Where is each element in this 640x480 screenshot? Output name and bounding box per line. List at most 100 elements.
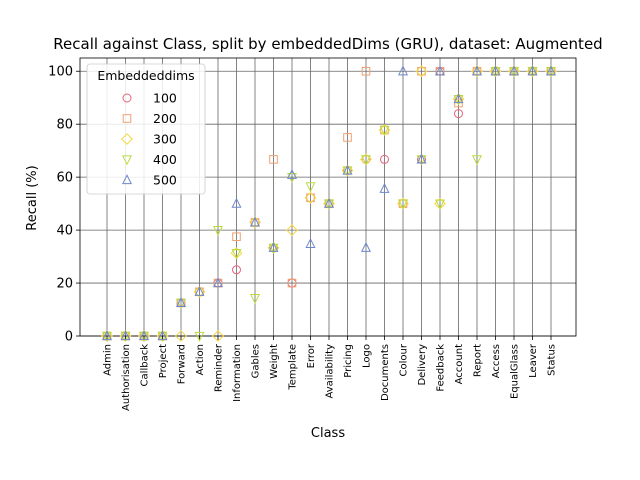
data-point-400 — [471, 155, 483, 166]
data-point-300 — [175, 330, 187, 342]
legend-label-400: 400 — [153, 152, 177, 167]
x-tick-label: Information — [232, 344, 243, 402]
data-point-100 — [380, 154, 389, 164]
data-point-500 — [120, 330, 131, 341]
legend-label-200: 200 — [153, 111, 177, 126]
y-tick-label: 100 — [48, 65, 73, 80]
data-point-300 — [193, 285, 206, 298]
data-point-500 — [453, 93, 464, 104]
x-tick-label: Report — [473, 344, 484, 377]
data-point-400 — [545, 67, 557, 78]
legend-label-300: 300 — [153, 132, 177, 147]
data-point-500 — [175, 296, 187, 308]
data-point-500 — [416, 153, 427, 164]
data-point-500 — [101, 330, 113, 341]
data-point-500 — [527, 65, 538, 76]
data-point-400 — [379, 125, 390, 136]
data-point-400 — [194, 331, 205, 342]
x-tick-label: Logo — [362, 344, 373, 368]
data-point-500 — [194, 285, 205, 296]
data-point-300 — [471, 65, 483, 78]
x-tick-label: Status — [547, 344, 558, 376]
data-point-400 — [397, 199, 409, 210]
x-tick-label: Delivery — [417, 344, 428, 386]
x-tick-label: Authorisation — [121, 344, 132, 411]
data-point-200 — [343, 133, 352, 142]
data-point-400 — [175, 298, 187, 309]
legend-label-500: 500 — [153, 173, 177, 188]
legend-marker-400 — [121, 155, 133, 166]
data-point-400 — [342, 166, 353, 177]
data-point-300 — [249, 216, 261, 229]
x-tick-label: Project — [158, 344, 169, 378]
data-point-200 — [232, 232, 241, 242]
data-point-400 — [360, 155, 372, 166]
data-point-400 — [231, 249, 242, 260]
chart-title: Recall against Class, split by embeddedD… — [53, 35, 602, 53]
data-point-500 — [360, 241, 372, 252]
data-point-100 — [454, 109, 463, 119]
x-tick-label: Pricing — [343, 344, 354, 378]
legend-box — [86, 63, 206, 195]
data-point-500 — [434, 65, 446, 76]
y-axis-label: Recall (%) — [25, 165, 40, 230]
x-tick-label: Leaver — [528, 343, 539, 378]
data-point-400 — [286, 173, 298, 184]
x-tick-label: Feedback — [436, 344, 447, 392]
legend-label-100: 100 — [153, 91, 177, 106]
x-tick-label: Error — [306, 343, 317, 368]
data-point-100 — [232, 265, 241, 275]
x-tick-label: Gables — [251, 344, 262, 378]
y-tick-label: 20 — [56, 277, 73, 292]
data-point-300 — [286, 224, 298, 237]
data-point-400 — [212, 225, 224, 237]
x-tick-label: Callback — [140, 344, 151, 387]
y-tick-label: 80 — [56, 118, 73, 133]
data-point-400 — [249, 294, 261, 305]
legend-marker-100 — [122, 93, 132, 103]
data-point-300 — [212, 330, 224, 342]
legend-marker-500 — [121, 174, 133, 185]
data-point-400 — [323, 199, 335, 210]
data-point-500 — [268, 241, 279, 252]
data-point-500 — [212, 277, 224, 288]
data-point-500 — [379, 182, 390, 193]
y-tick-label: 0 — [65, 330, 73, 345]
x-tick-label: Action — [195, 344, 206, 375]
data-point-500 — [545, 65, 557, 76]
x-tick-label: Account — [454, 344, 465, 384]
data-point-500 — [471, 65, 483, 76]
data-point-300 — [304, 191, 317, 204]
data-point-400 — [120, 331, 131, 342]
x-tick-label: Admin — [103, 344, 114, 376]
data-point-400 — [138, 331, 150, 342]
x-tick-label: Access — [491, 344, 502, 378]
legend-title: Embeddeddims — [97, 68, 194, 83]
data-point-400 — [453, 94, 464, 105]
x-tick-label: Weight — [269, 344, 280, 379]
x-tick-label: Reminder — [214, 343, 225, 392]
data-point-400 — [508, 67, 520, 78]
x-tick-label: Documents — [380, 344, 391, 401]
legend: Embeddeddims 100 200 300 400 500 — [86, 63, 206, 195]
data-point-500 — [508, 65, 520, 76]
data-point-500 — [323, 197, 335, 208]
y-tick-label: 40 — [56, 224, 73, 239]
data-point-400 — [490, 67, 501, 78]
axes-frame — [79, 57, 577, 337]
data-point-400 — [434, 199, 446, 210]
legend-marker-300 — [121, 133, 133, 145]
plot-area: 0 20 40 60 80 100 Admin Authorisation Callback Pr… — [48, 57, 577, 411]
data-point-400 — [101, 331, 113, 342]
data-point-500 — [286, 168, 298, 179]
data-point-400 — [527, 67, 538, 78]
data-point-500 — [231, 197, 242, 208]
data-point-200 — [287, 278, 297, 288]
data-point-200 — [417, 66, 426, 76]
data-point-200 — [361, 66, 371, 76]
data-point-500 — [249, 216, 261, 227]
x-tick-label: Availability — [325, 344, 336, 399]
data-point-500 — [397, 65, 409, 76]
x-axis-label: Class — [311, 426, 345, 441]
